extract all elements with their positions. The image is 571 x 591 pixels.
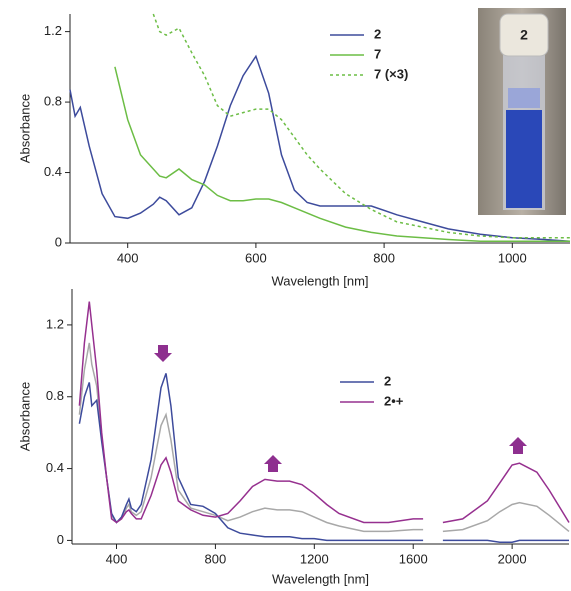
y-tick-label: 0: [55, 234, 62, 249]
x-tick-label: 400: [106, 551, 128, 566]
legend-label: 7 (×3): [374, 66, 408, 81]
legend-label: 2: [384, 373, 391, 388]
x-tick-label: 1600: [399, 551, 428, 566]
legend-label: 7: [374, 46, 381, 61]
y-tick-label: 0.4: [46, 460, 64, 475]
photo: 2: [478, 8, 566, 215]
y-tick-label: 0.4: [44, 164, 62, 179]
series-line: [78, 373, 569, 543]
x-tick-label: 2000: [498, 551, 527, 566]
x-tick-label: 800: [373, 250, 395, 265]
y-tick-label: 0: [57, 532, 64, 547]
series-line: [78, 301, 570, 524]
series-line: [114, 66, 570, 242]
legend-label: 2•+: [384, 393, 404, 408]
y-tick-label: 1.2: [46, 316, 64, 331]
x-tick-label: 1200: [300, 551, 329, 566]
arrows: [154, 345, 527, 472]
series-line: [152, 13, 570, 239]
y-axis-label: Absorbance: [17, 382, 32, 451]
legend-label: 2: [374, 26, 381, 41]
y-tick-label: 0.8: [44, 94, 62, 109]
x-tick-label: 800: [205, 551, 227, 566]
y-tick-label: 0.8: [46, 388, 64, 403]
x-tick-label: 600: [245, 250, 267, 265]
x-tick-label: 1000: [498, 250, 527, 265]
photo-label: 2: [520, 27, 528, 43]
series-line: [69, 54, 571, 242]
x-tick-label: 400: [117, 250, 139, 265]
y-tick-label: 1.2: [44, 23, 62, 38]
x-axis-label: Wavelength [nm]: [271, 273, 368, 288]
x-axis-label: Wavelength [nm]: [272, 571, 369, 586]
y-axis-label: Absorbance: [17, 94, 32, 163]
